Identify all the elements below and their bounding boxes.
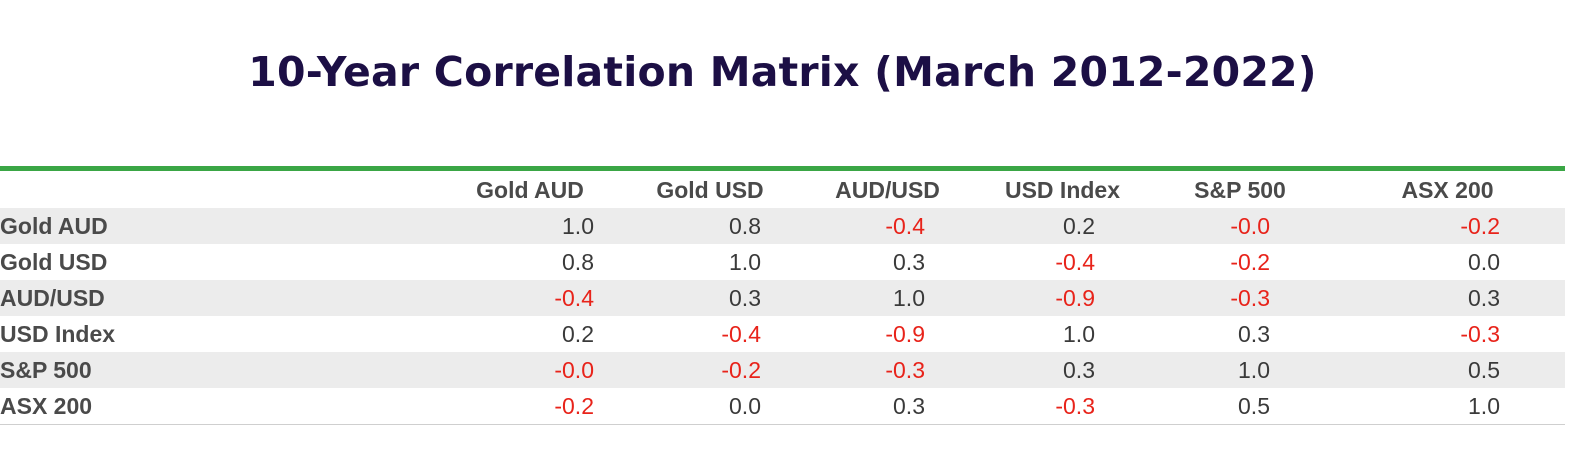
matrix-cell: -0.4 bbox=[885, 212, 925, 239]
row-label: USD Index bbox=[0, 320, 116, 347]
matrix-cell: -0.0 bbox=[1230, 212, 1270, 239]
matrix-cell: -0.2 bbox=[721, 356, 761, 383]
header-row: Gold AUD Gold USD AUD/USD USD Index S&P … bbox=[0, 171, 1565, 208]
column-header: AUD/USD bbox=[835, 177, 940, 203]
table-row: USD Index 0.2 -0.4 -0.9 1.0 0.3 -0.3 bbox=[0, 316, 1565, 352]
matrix-cell: 1.0 bbox=[562, 212, 594, 239]
column-header: Gold USD bbox=[656, 177, 764, 203]
matrix-cell: -0.3 bbox=[885, 356, 925, 383]
table-row: Gold USD 0.8 1.0 0.3 -0.4 -0.2 0.0 bbox=[0, 244, 1565, 280]
matrix-cell: -0.9 bbox=[1055, 284, 1095, 311]
row-label: S&P 500 bbox=[0, 356, 92, 383]
header-rule bbox=[0, 166, 1565, 171]
row-label: AUD/USD bbox=[0, 284, 105, 311]
table-row: ASX 200 -0.2 0.0 0.3 -0.3 0.5 1.0 bbox=[0, 388, 1565, 425]
matrix-cell: -0.3 bbox=[1055, 392, 1095, 419]
matrix-cell: -0.3 bbox=[1460, 320, 1500, 347]
matrix-cell: 0.5 bbox=[1238, 392, 1270, 419]
row-label: Gold USD bbox=[0, 248, 108, 275]
table-row: Gold AUD 1.0 0.8 -0.4 0.2 -0.0 -0.2 bbox=[0, 208, 1565, 244]
matrix-cell: 0.3 bbox=[1063, 356, 1095, 383]
matrix-cell: -0.2 bbox=[1230, 248, 1270, 275]
matrix-cell: 0.8 bbox=[562, 248, 594, 275]
matrix-cell: 1.0 bbox=[1238, 356, 1270, 383]
corner-cell bbox=[0, 171, 440, 208]
matrix-cell: -0.4 bbox=[1055, 248, 1095, 275]
row-label: Gold AUD bbox=[0, 212, 108, 239]
matrix-cell: 0.3 bbox=[1238, 320, 1270, 347]
matrix-cell: 0.3 bbox=[893, 248, 925, 275]
matrix-cell: 1.0 bbox=[1468, 392, 1500, 419]
matrix-cell: 0.8 bbox=[729, 212, 761, 239]
matrix-cell: 0.0 bbox=[1468, 248, 1500, 275]
matrix-cell: -0.0 bbox=[554, 356, 594, 383]
matrix-cell: 0.5 bbox=[1468, 356, 1500, 383]
matrix-cell: -0.2 bbox=[1460, 212, 1500, 239]
row-label: ASX 200 bbox=[0, 392, 93, 419]
table-row: S&P 500 -0.0 -0.2 -0.3 0.3 1.0 0.5 bbox=[0, 352, 1565, 388]
matrix-cell: -0.9 bbox=[885, 320, 925, 347]
matrix-cell: 0.3 bbox=[729, 284, 761, 311]
matrix-cell: 0.2 bbox=[562, 320, 594, 347]
table-row: AUD/USD -0.4 0.3 1.0 -0.9 -0.3 0.3 bbox=[0, 280, 1565, 316]
matrix-cell: 0.2 bbox=[1063, 212, 1095, 239]
chart-title: 10-Year Correlation Matrix (March 2012-2… bbox=[248, 48, 1317, 96]
matrix-cell: 0.3 bbox=[1468, 284, 1500, 311]
matrix-cell: -0.4 bbox=[554, 284, 594, 311]
matrix-cell: -0.4 bbox=[721, 320, 761, 347]
column-header: S&P 500 bbox=[1194, 177, 1286, 203]
matrix-cell: 1.0 bbox=[729, 248, 761, 275]
matrix-cell: 0.0 bbox=[729, 392, 761, 419]
column-header: ASX 200 bbox=[1401, 177, 1494, 203]
correlation-matrix: Gold AUD Gold USD AUD/USD USD Index S&P … bbox=[0, 171, 1565, 425]
matrix-cell: -0.3 bbox=[1230, 284, 1270, 311]
matrix-cell: -0.2 bbox=[554, 392, 594, 419]
matrix-cell: 1.0 bbox=[1063, 320, 1095, 347]
column-header: Gold AUD bbox=[476, 177, 584, 203]
matrix-cell: 1.0 bbox=[893, 284, 925, 311]
column-header: USD Index bbox=[1004, 177, 1121, 203]
matrix-cell: 0.3 bbox=[893, 392, 925, 419]
